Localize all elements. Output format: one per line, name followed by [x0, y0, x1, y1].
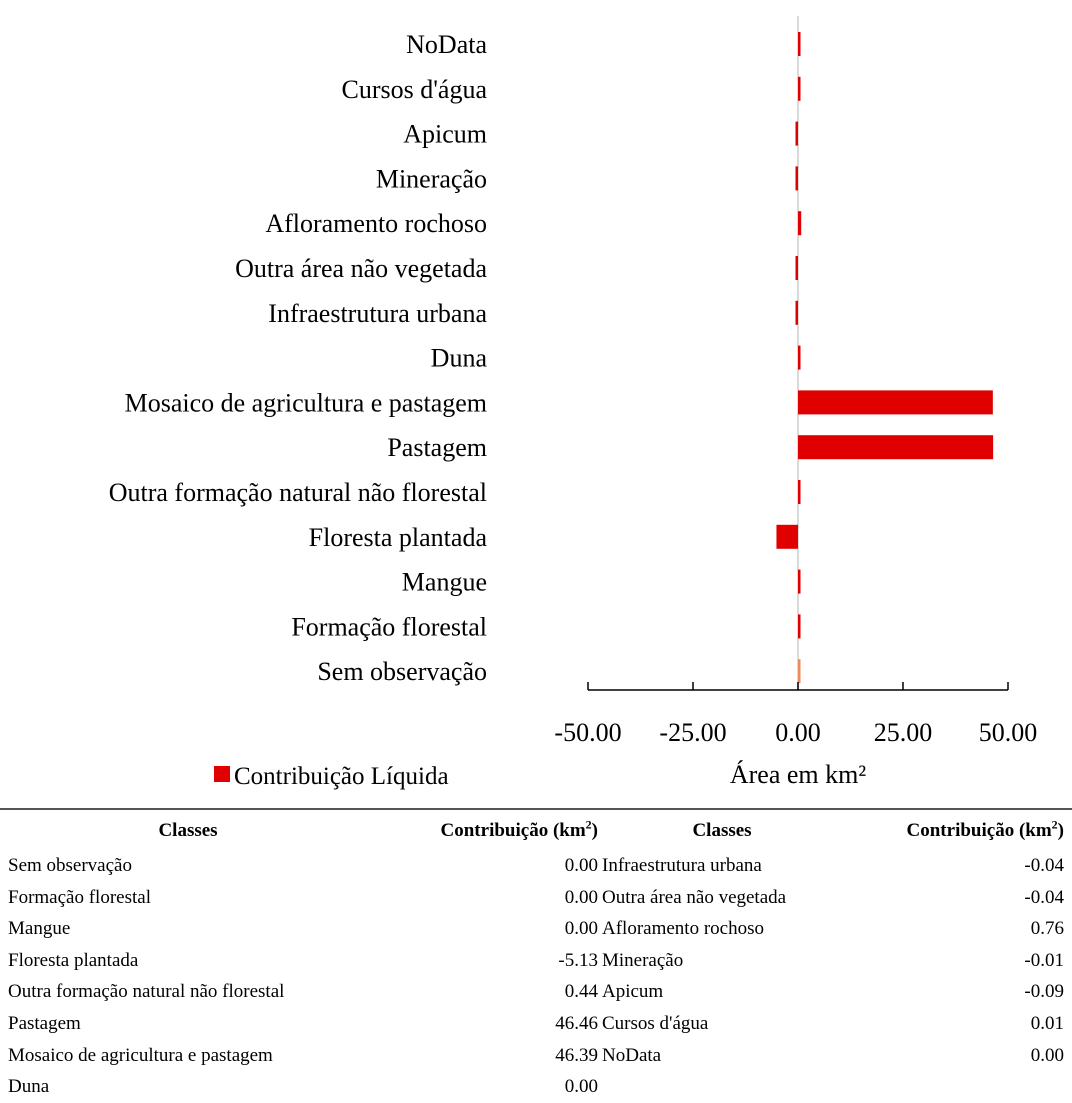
contribution-value: 0.00 [564, 855, 598, 876]
table-row: Formação florestal 0.00 Outra área não veg… [8, 882, 1064, 914]
class-name: Sem observação [8, 855, 132, 876]
class-name: Apicum [602, 981, 664, 1003]
table-body: Sem observação 0.00 Infraestrutura urbana -… [8, 850, 1064, 1103]
contribution-value: -0.04 [1024, 886, 1064, 908]
header-unit-superscript-2: 2 [1051, 817, 1058, 832]
contribution-value: 46.39 [555, 1044, 598, 1066]
bar [798, 32, 801, 56]
category-label: Mineração [376, 164, 487, 193]
contribution-value: 0.00 [564, 886, 598, 908]
contribution-value [842, 1071, 1064, 1103]
class-name: Outra área não vegetada [602, 886, 787, 908]
contribution-value: 0.00 [564, 918, 598, 940]
category-label: Infraestrutura urbana [268, 299, 487, 328]
contribution-value: 0.00 [564, 1076, 598, 1098]
category-label: Floresta plantada [309, 523, 488, 552]
x-tick-label: 25.00 [874, 718, 933, 747]
category-label: Pastagem [387, 433, 487, 462]
x-tick-label: -25.00 [659, 718, 726, 747]
bar-chart: NoData Cursos d'água Apicum Mineração Aflora… [109, 16, 1037, 790]
bar [798, 659, 801, 684]
category-label: Sem observação [317, 657, 487, 686]
bar [798, 569, 801, 594]
class-name: Mineração [602, 949, 684, 971]
bar [798, 480, 801, 504]
table-row: Duna 0.00 [8, 1071, 1064, 1103]
category-label: Formação florestal [291, 612, 487, 641]
x-tick-label: -50.00 [554, 718, 621, 747]
contribution-table: Classes Contribuição (km2) Classes Contr… [8, 812, 1064, 1103]
class-name: Mangue [8, 918, 71, 940]
x-axis-title: Área em km² [730, 760, 867, 789]
table-row: Sem observação 0.00 Infraestrutura urbana -… [8, 850, 1064, 882]
class-name: NoData [602, 1044, 662, 1066]
bar [798, 211, 802, 236]
x-tick-label: 0.00 [775, 718, 821, 747]
header-close-paren-2: ) [1057, 820, 1064, 841]
contribution-value: 0.01 [1030, 1012, 1064, 1034]
class-name [598, 1071, 842, 1103]
bar [798, 390, 993, 415]
category-label: Outra formação natural não florestal [109, 478, 487, 507]
contribution-value: 0.00 [1030, 1044, 1064, 1066]
bar [776, 524, 798, 549]
legend: Contribuição Líquida [214, 763, 449, 790]
table-row: Mangue 0.00 Afloramento rochoso 0.76 [8, 913, 1064, 945]
table-header-row: Classes Contribuição (km2) Classes Contr… [8, 812, 1064, 850]
header-contribution-text-2: Contribuição (km [906, 820, 1052, 841]
class-name: Floresta plantada [8, 949, 139, 971]
table-row: Outra formação natural não florestal 0.44… [8, 976, 1064, 1008]
table-row: Pastagem 46.46 Cursos d'água 0.01 [8, 1008, 1064, 1040]
legend-label: Contribuição Líquida [234, 763, 449, 790]
header-contribution-text: Contribuição (km [440, 820, 586, 841]
header-close-paren: ) [591, 820, 598, 841]
class-name: Pastagem [8, 1012, 81, 1034]
contribution-value: -5.13 [558, 949, 598, 971]
header-contribution-2: Contribuição (km2) [842, 812, 1064, 850]
bar [795, 166, 798, 191]
header-classes-2: Classes [692, 820, 752, 841]
contribution-value: 0.76 [1030, 918, 1064, 940]
category-label: Outra área não vegetada [235, 254, 487, 283]
category-label: Apicum [403, 120, 487, 149]
table-row: Floresta plantada -5.13 Mineração -0.01 [8, 945, 1064, 977]
category-labels: NoData Cursos d'água Apicum Mineração Aflora… [109, 30, 488, 686]
category-label: Mosaico de agricultura e pastagem [125, 388, 487, 417]
category-label: Duna [431, 344, 488, 373]
bar [798, 614, 801, 639]
header-unit-superscript: 2 [585, 817, 592, 832]
contribution-value: 0.44 [564, 981, 598, 1003]
header-classes: Classes [158, 820, 218, 841]
class-name: Outra formação natural não florestal [8, 981, 285, 1003]
bar [798, 76, 801, 101]
class-name: Formação florestal [8, 886, 151, 908]
contribution-value: 46.46 [555, 1012, 598, 1034]
x-axis: -50.00 -25.00 0.00 25.00 50.00 [554, 682, 1037, 747]
category-label: Cursos d'água [341, 75, 487, 104]
table-row: Mosaico de agricultura e pastagem 46.39 No… [8, 1040, 1064, 1072]
bar [795, 121, 798, 146]
contribution-value: -0.04 [1024, 855, 1064, 876]
contribution-value: -0.09 [1024, 981, 1064, 1003]
bar [795, 300, 798, 325]
category-label: NoData [406, 30, 487, 59]
category-label: Afloramento rochoso [265, 209, 487, 238]
header-contribution: Contribuição (km2) [368, 812, 598, 850]
bar [798, 435, 994, 460]
bars [776, 32, 994, 684]
class-name: Infraestrutura urbana [602, 855, 762, 876]
class-name: Afloramento rochoso [602, 918, 764, 940]
bar [798, 345, 801, 370]
divider [0, 808, 1072, 810]
class-name: Mosaico de agricultura e pastagem [8, 1044, 273, 1066]
class-name: Cursos d'água [602, 1012, 709, 1034]
legend-swatch [214, 766, 230, 782]
bar [795, 256, 798, 280]
class-name: Duna [8, 1076, 50, 1098]
category-label: Mangue [402, 568, 487, 597]
contribution-value: -0.01 [1024, 949, 1064, 971]
x-tick-label: 50.00 [979, 718, 1038, 747]
